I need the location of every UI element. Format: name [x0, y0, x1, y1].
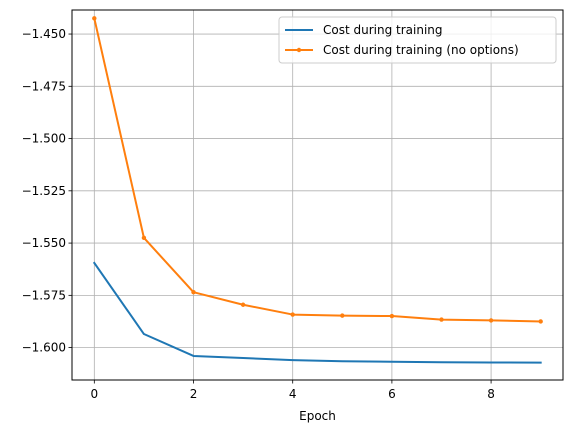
- legend: Cost during training Cost during training…: [278, 16, 557, 64]
- y-tick-label: −1.575: [22, 288, 66, 302]
- plot-background: [72, 10, 563, 380]
- x-tick-label: 6: [388, 387, 396, 401]
- plot-frame: [71, 9, 564, 381]
- y-tick-label: −1.550: [22, 236, 66, 250]
- legend-label: Cost during training (no options): [323, 43, 519, 57]
- legend-box: [278, 16, 557, 64]
- y-tick-label: −1.450: [22, 27, 66, 41]
- y-tick-label: −1.525: [22, 184, 66, 198]
- series-line-1: [92, 261, 542, 364]
- data-point: [389, 313, 395, 319]
- x-tick-label: 2: [190, 387, 198, 401]
- y-tick-label: −1.475: [22, 79, 66, 93]
- series-line-2: [93, 17, 542, 323]
- y-tick-label: −1.600: [22, 341, 66, 355]
- x-tick-label: 0: [90, 387, 98, 401]
- data-point: [92, 16, 97, 21]
- y-axis: −1.450 −1.475 −1.500 −1.525 −1.550 −1.575 −1.6…: [22, 27, 72, 355]
- x-axis: 0 2 4 6 8: [90, 380, 495, 401]
- data-point: [141, 235, 147, 241]
- legend-marker: [296, 47, 302, 53]
- y-tick-label: −1.500: [22, 132, 66, 146]
- series-layer: [92, 16, 543, 364]
- data-point: [240, 302, 246, 307]
- data-point: [488, 318, 494, 323]
- legend-label: Cost during training: [323, 23, 443, 37]
- data-point: [191, 290, 196, 295]
- x-tick-label: 8: [487, 387, 495, 401]
- data-point: [538, 319, 543, 324]
- data-point: [439, 317, 444, 322]
- data-point: [290, 312, 295, 317]
- x-axis-label: Epoch: [299, 409, 336, 423]
- x-tick-label: 4: [289, 387, 297, 401]
- data-point: [340, 313, 345, 318]
